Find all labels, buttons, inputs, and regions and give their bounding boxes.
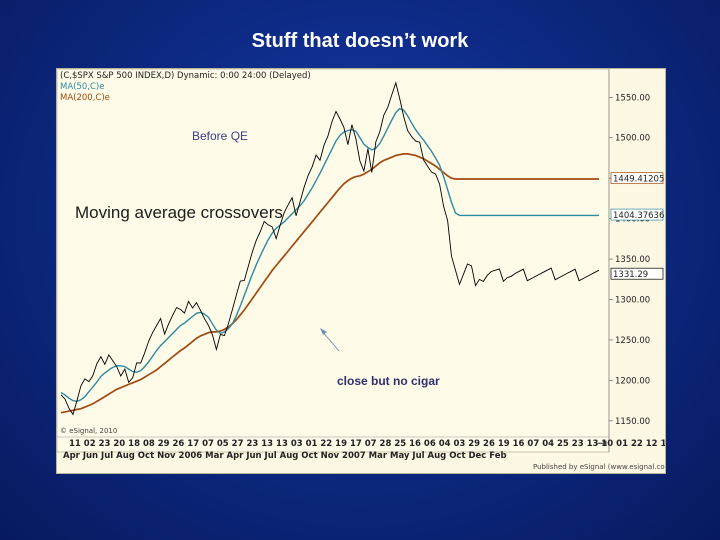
last-value-box [610,208,664,221]
last-value-label: 1404.37636 [613,211,664,221]
stock-chart: (C,$SPX S&P 500 INDEX,D) Dynamic: 0:00 2… [56,68,666,474]
y-tick-label: 1200.00 [615,376,650,386]
y-tick-label: 1550.00 [615,93,650,103]
y-tick-label: 1150.00 [615,417,650,427]
x-axis-day-labels: 11 02 23 20 18 08 29 26 17 07 05 27 23 1… [69,439,665,449]
y-tick-label: 1500.00 [615,134,650,144]
x-axis-month-labels: Apr Jun Jul Aug Oct Nov 2006 Mar Apr Jun… [63,451,507,461]
price-line [60,81,600,416]
copyright-label: © eSignal, 2010 [60,427,117,435]
ma200-line [60,153,599,414]
chart-header-ma50: MA(50,C)e [60,82,104,92]
before-qe-label: Before QE [192,129,248,143]
plot-area [57,69,610,453]
y-axis-ticks: 1150.001200.001250.001300.001350.001400.… [609,93,650,427]
close-but-no-cigar-label: close but no cigar [337,374,440,388]
moving-average-caption: Moving average crossovers [75,203,283,222]
slide-title: Stuff that doesn’t work [251,30,469,52]
cursor-icon[interactable]: ⇥ [597,436,607,450]
last-value-box [610,172,664,185]
last-value-label: 1449.41205 [613,175,664,185]
series-layer [60,81,600,416]
published-by-label: Published by eSignal (www.esignal.com) [533,463,665,471]
price-axis-panel [609,69,665,452]
last-value-labels: 1449.41205 1404.37636 1331.29 [610,172,664,280]
annotation-arrowhead [320,328,327,335]
y-tick-label: 1250.00 [615,336,650,346]
y-tick-label: 1300.00 [615,296,650,306]
last-value-label: 1331.29 [613,270,648,280]
ma50-line [60,107,599,403]
annotation-arrow [321,330,340,352]
chart-header-symbol: (C,$SPX S&P 500 INDEX,D) Dynamic: 0:00 2… [60,71,311,81]
chart-canvas: (C,$SPX S&P 500 INDEX,D) Dynamic: 0:00 2… [57,69,665,471]
chart-header-ma200: MA(200,C)e [60,93,110,103]
last-value-box [610,267,664,280]
y-tick-label: 1350.00 [615,255,650,265]
